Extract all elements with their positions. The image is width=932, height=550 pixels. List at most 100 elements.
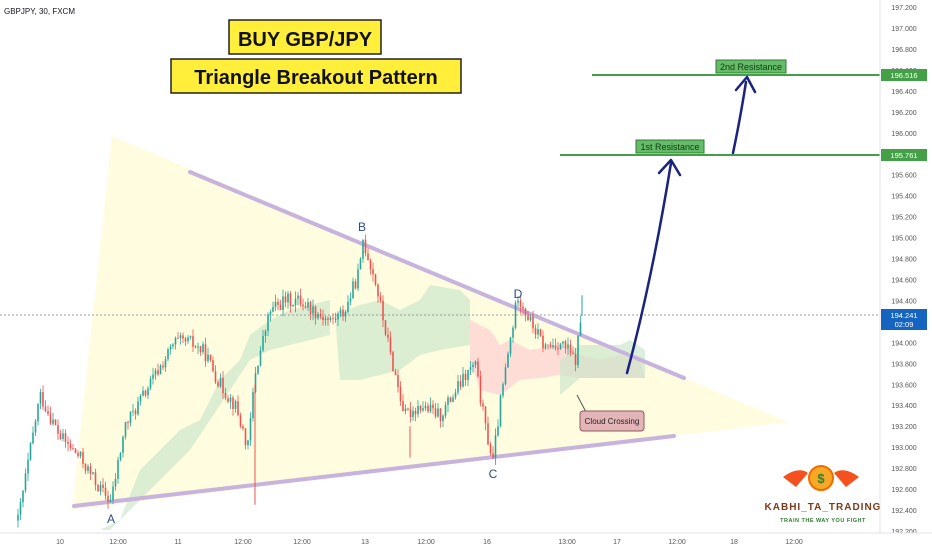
candle-body	[472, 364, 474, 368]
candle-body	[479, 376, 482, 404]
candle-body	[199, 346, 202, 353]
time-axis[interactable]	[0, 533, 932, 550]
time-tick-label: 11	[174, 539, 181, 546]
candle-body	[564, 341, 567, 349]
candle-body	[212, 360, 214, 372]
candle-body	[87, 466, 89, 471]
candle-body	[227, 398, 229, 402]
candle-body	[217, 382, 219, 387]
candle-body	[557, 348, 559, 350]
candle-body	[294, 298, 297, 306]
candle-body	[277, 301, 279, 305]
price-tick-label: 196.200	[891, 110, 916, 117]
candle-body	[299, 295, 302, 305]
candle-body	[119, 452, 122, 460]
candle-body	[417, 406, 419, 415]
candle-body	[97, 485, 99, 492]
time-tick-label: 12:00	[293, 539, 311, 546]
candle-body	[314, 306, 317, 319]
candle-body	[47, 411, 49, 414]
candle-body	[389, 337, 392, 353]
candle-body	[319, 313, 322, 317]
candle-body	[72, 448, 74, 450]
candle-body	[374, 274, 377, 285]
candle-body	[104, 487, 107, 496]
candle-body	[197, 346, 199, 348]
resistance-1-price-tag	[881, 149, 927, 161]
candle-body	[552, 345, 554, 348]
candle-body	[159, 365, 162, 375]
candle-body	[117, 459, 119, 479]
candle-body	[559, 343, 562, 350]
price-tick-label: 197.000	[891, 26, 916, 33]
price-tick-label: 195.600	[891, 173, 916, 180]
candle-body	[282, 296, 284, 310]
pivot-label-d: D	[514, 287, 523, 301]
candle-body	[379, 296, 382, 301]
resistance-2-price-tag	[881, 69, 927, 81]
candle-body	[377, 284, 379, 297]
candle-body	[467, 370, 469, 381]
candle-body	[234, 401, 237, 409]
cloud-crossing-callout[interactable]	[579, 410, 645, 432]
candle-body	[142, 390, 144, 396]
candle-body	[209, 354, 212, 361]
candle-body	[124, 422, 127, 437]
time-tick-label: 12:00	[785, 539, 803, 546]
symbol-label: GBPJPY, 30, FXCM	[4, 7, 75, 16]
candle-body	[549, 344, 552, 348]
candle-body	[464, 373, 467, 381]
resistance-2-label-box	[715, 59, 787, 74]
resistance-2-label: 2nd Resistance	[720, 62, 782, 72]
candle-body	[24, 473, 27, 491]
candle-body	[312, 306, 314, 314]
time-tick-label: 10	[56, 539, 64, 546]
candle-body	[469, 367, 472, 371]
candle-body	[232, 397, 234, 409]
current-price: 194.241	[890, 311, 917, 320]
candle-body	[269, 311, 272, 315]
price-axis[interactable]	[880, 0, 932, 540]
candle-body	[502, 384, 504, 396]
candle-body	[414, 410, 417, 415]
candle-body	[187, 337, 189, 342]
price-tick-label: 194.800	[891, 257, 916, 264]
candle-body	[264, 330, 267, 337]
candle-body	[252, 391, 254, 419]
candle-body	[447, 397, 449, 405]
candle-body	[169, 346, 172, 350]
candle-body	[192, 336, 194, 347]
candle-body	[534, 328, 537, 335]
candle-body	[547, 344, 549, 346]
candle-body	[427, 405, 429, 412]
candle-body	[369, 260, 372, 270]
time-tick-label: 12:00	[234, 539, 252, 546]
candle-body	[357, 269, 359, 289]
candle-body	[179, 335, 182, 339]
candle-body	[144, 390, 147, 396]
candle-body	[147, 388, 149, 396]
price-tick-label: 194.000	[891, 340, 916, 347]
candle-body	[112, 486, 114, 501]
candle-body	[284, 296, 287, 303]
candle-body	[82, 451, 84, 464]
candle-body	[412, 410, 414, 417]
candle-body	[289, 293, 292, 307]
title-box-2	[170, 58, 462, 94]
candle-body	[444, 404, 447, 416]
title-box-1	[228, 19, 382, 55]
candle-body	[347, 301, 349, 312]
candle-body	[84, 463, 87, 471]
candle-body	[239, 415, 242, 427]
candle-body	[132, 410, 134, 412]
candle-body	[362, 239, 364, 259]
candle-body	[507, 353, 509, 368]
candle-body	[114, 478, 117, 487]
candle-body	[434, 408, 437, 417]
candle-body	[567, 344, 569, 349]
time-tick-label: 12:00	[668, 539, 686, 546]
candle-body	[74, 448, 77, 454]
price-tick-label: 193.200	[891, 424, 916, 431]
candle-body	[394, 371, 397, 375]
